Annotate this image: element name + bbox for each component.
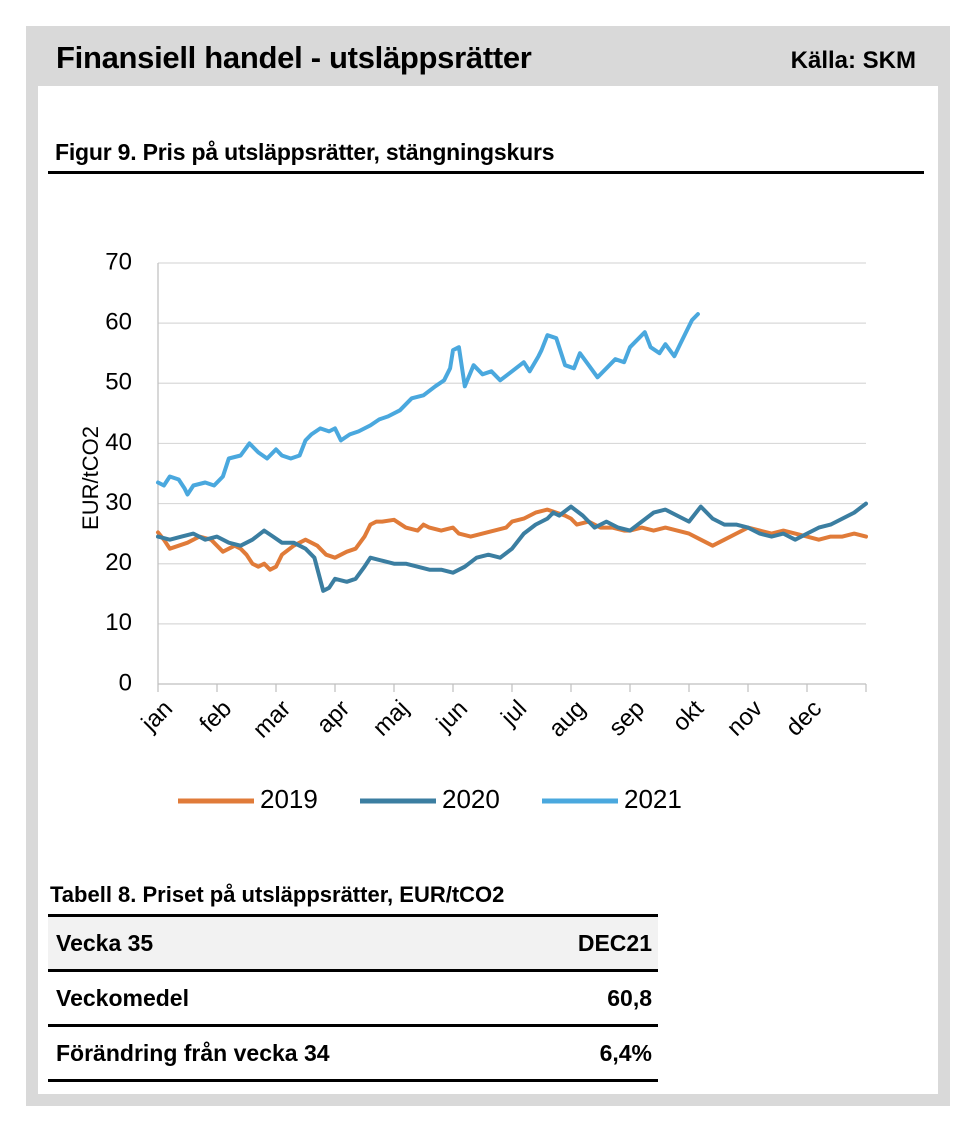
- x-tick-label: maj: [368, 695, 414, 741]
- chart-series: [156, 312, 868, 593]
- legend-label-2020: 2020: [442, 784, 500, 814]
- series-line-2019: [156, 507, 868, 572]
- table-row-label: Förändring från vecka 34: [56, 1040, 330, 1066]
- y-tick-label: 70: [105, 248, 132, 275]
- y-tick-label: 40: [105, 429, 132, 456]
- x-tick-label: jan: [136, 695, 178, 737]
- y-tick-label: 10: [105, 609, 132, 636]
- x-tick-label: feb: [194, 695, 237, 738]
- series-line-2021: [156, 312, 700, 497]
- table-header-label: Vecka 35: [56, 930, 154, 956]
- table-header-value: DEC21: [577, 930, 652, 956]
- y-tick-label: 60: [105, 308, 132, 335]
- y-axis-label: EUR/tCO2: [78, 426, 103, 530]
- x-tick-label: apr: [312, 695, 356, 739]
- x-tick-label: dec: [781, 695, 827, 741]
- price-table: Vecka 35 DEC21 Veckomedel 60,8 Förändrin…: [48, 914, 658, 1082]
- x-tick-label: sep: [604, 695, 650, 741]
- y-tick-label: 20: [105, 549, 132, 576]
- table-caption: Tabell 8. Priset på utsläppsrätter, EUR/…: [50, 882, 505, 907]
- figure-caption-rule: [48, 171, 924, 174]
- table-header-row: Vecka 35 DEC21: [48, 914, 658, 969]
- legend-label-2021: 2021: [624, 784, 682, 814]
- figure-caption: Figur 9. Pris på utsläppsrätter, stängni…: [55, 139, 555, 165]
- page-title: Finansiell handel - utsläppsrätter: [56, 40, 532, 75]
- table-row-label: Veckomedel: [56, 985, 189, 1011]
- x-tick-label: mar: [248, 695, 296, 743]
- chart-legend: 2019 2020 2021: [178, 784, 682, 814]
- x-tick-label: okt: [667, 695, 709, 737]
- y-tick-label: 0: [119, 669, 132, 696]
- source-label: Källa: SKM: [790, 47, 916, 74]
- x-tick-label: nov: [722, 695, 768, 741]
- legend-label-2019: 2019: [260, 784, 318, 814]
- x-tick-label: jul: [495, 695, 532, 732]
- table-row: Veckomedel 60,8: [48, 969, 658, 1024]
- table-row-value: 6,4%: [599, 1040, 652, 1066]
- y-tick-label: 30: [105, 489, 132, 516]
- table-row-value: 60,8: [607, 985, 652, 1011]
- chart-gridlines: [158, 262, 866, 625]
- series-line-2020: [156, 501, 868, 593]
- y-tick-label: 50: [105, 369, 132, 396]
- table-row: Förändring från vecka 34 6,4%: [48, 1024, 658, 1082]
- x-tick-label: jun: [431, 695, 473, 737]
- x-tick-label: aug: [544, 695, 591, 742]
